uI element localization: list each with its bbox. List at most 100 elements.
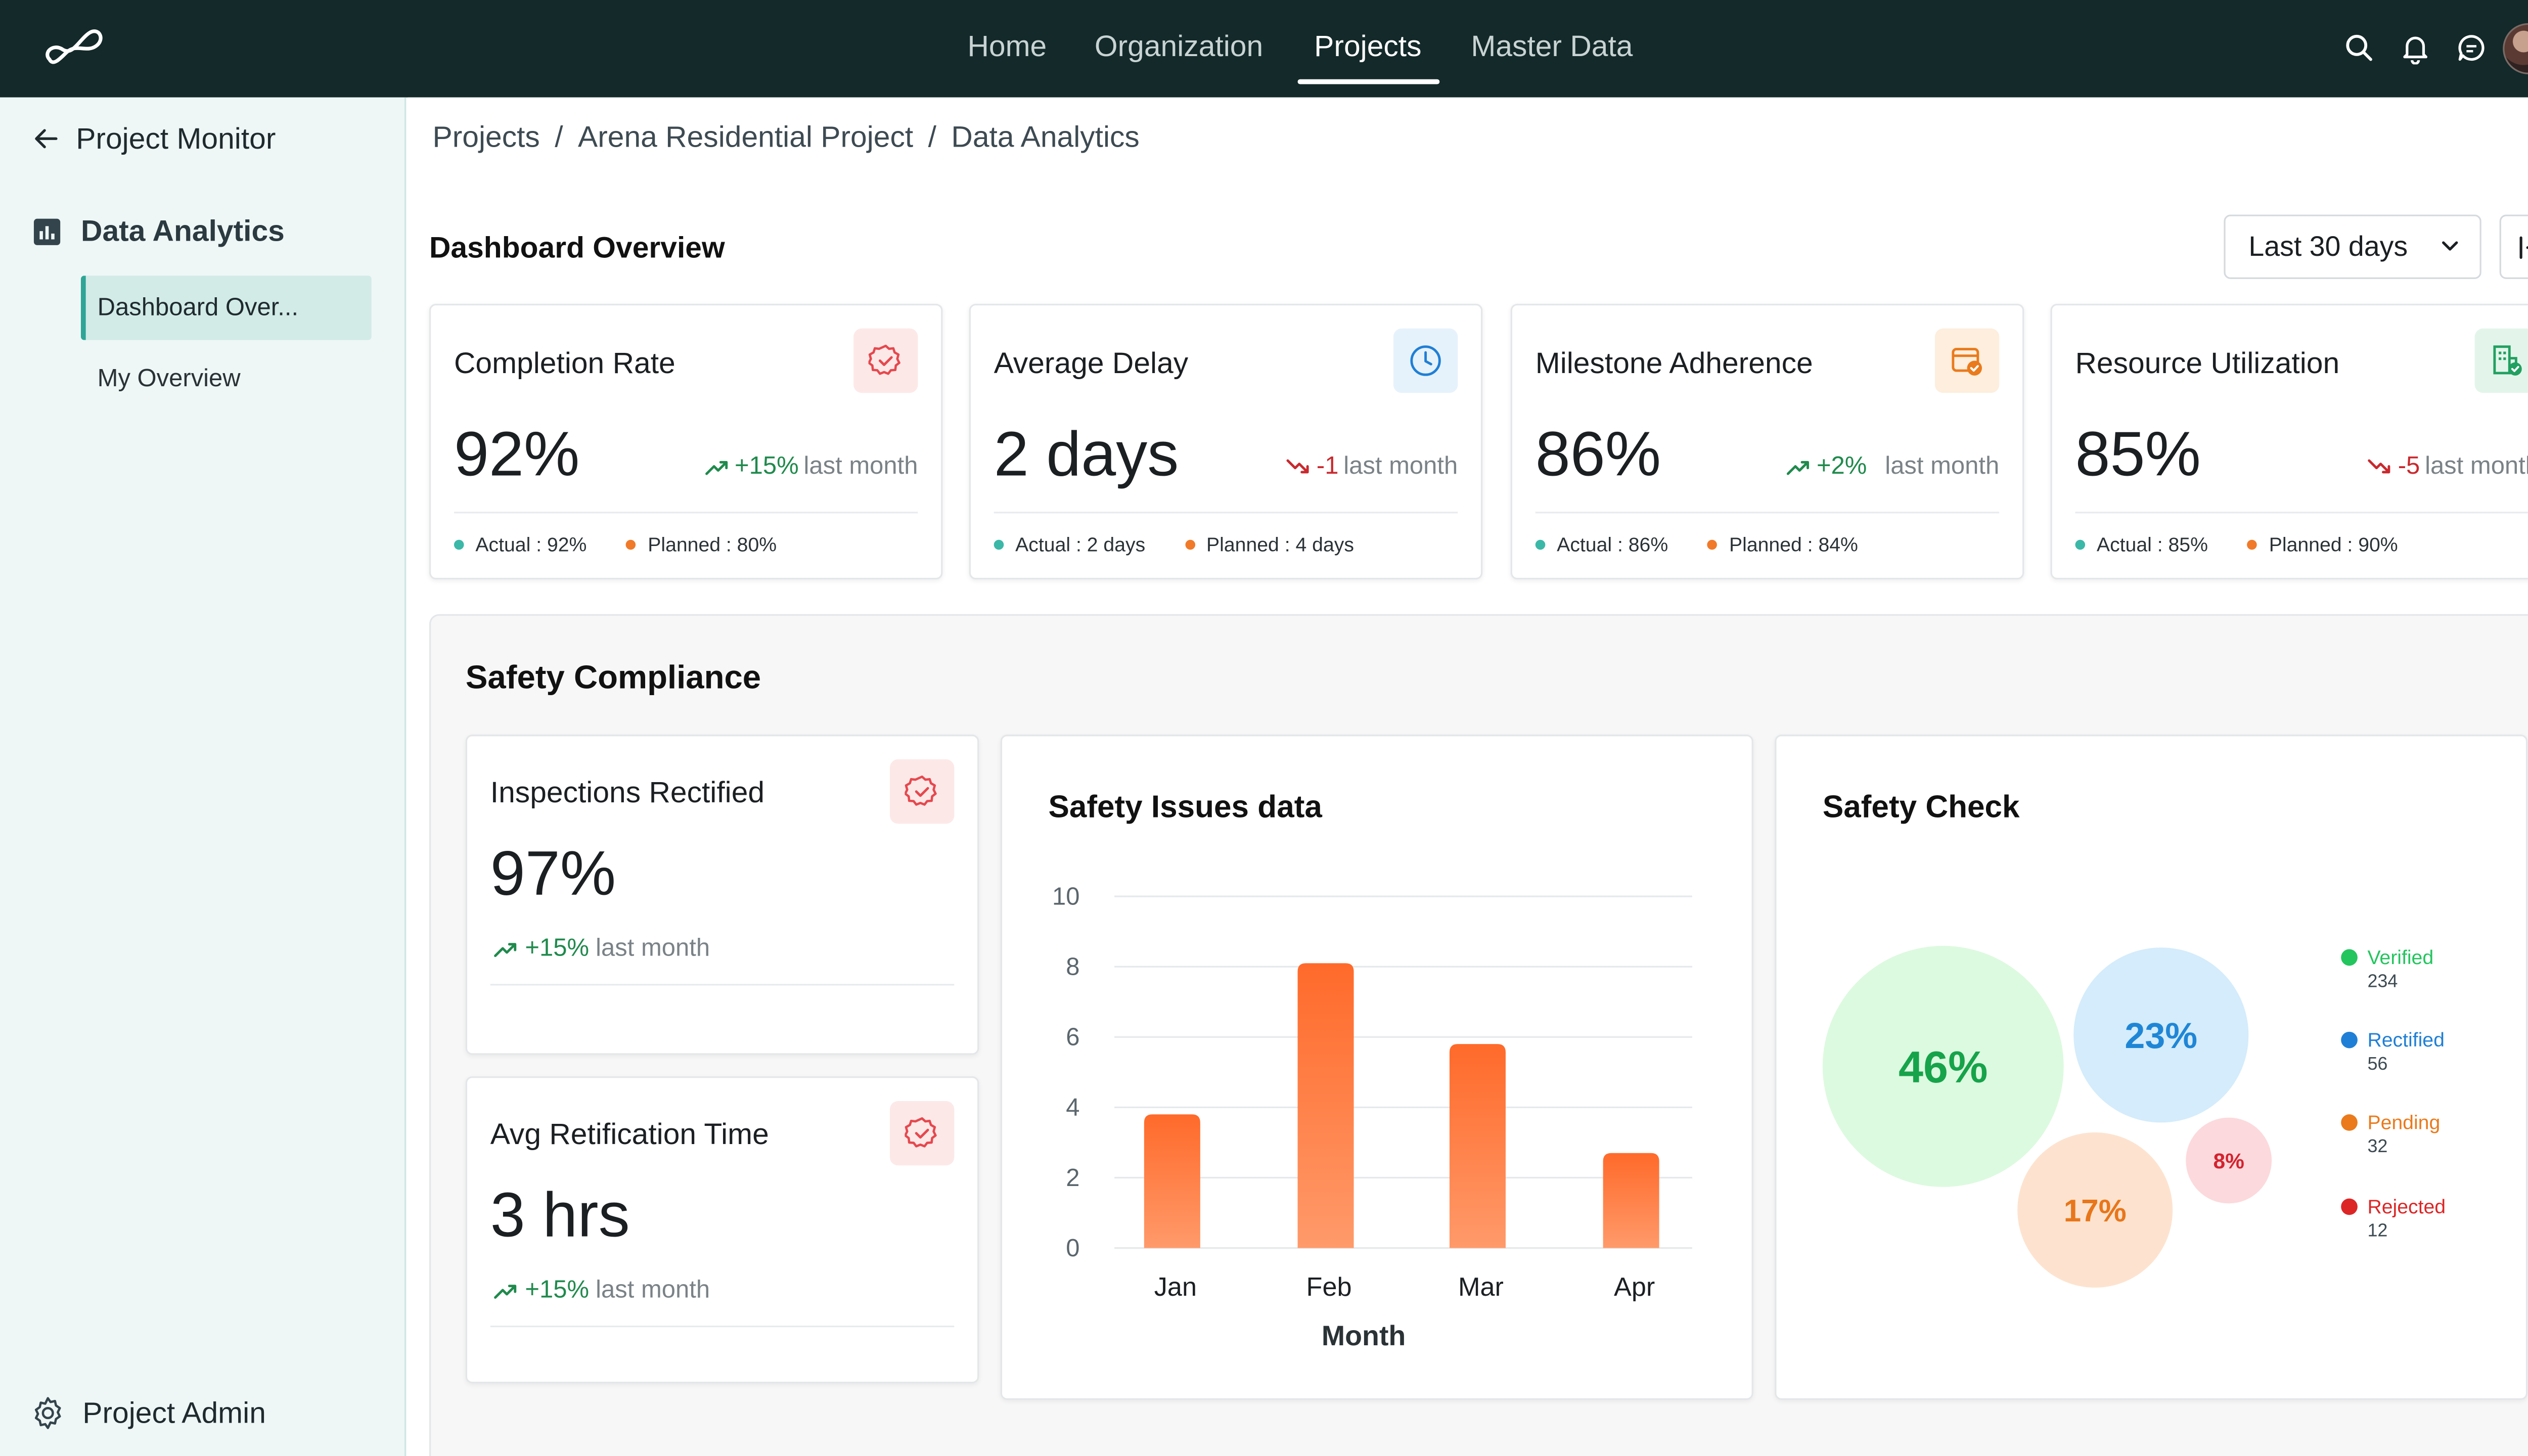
- y-tick-label: 6: [1066, 1024, 1079, 1051]
- nav-active-indicator: [1297, 79, 1440, 84]
- clock-icon: [1393, 328, 1458, 393]
- kpi-trend: -5 last month: [2368, 452, 2528, 481]
- card-value: 97%: [490, 840, 616, 910]
- bar-apr[interactable]: [1603, 1153, 1659, 1248]
- bubble-pending[interactable]: [2017, 1132, 2173, 1288]
- safety-check-bubble-chart: 46% 23% 17% 8%: [1822, 946, 2272, 1288]
- legend-rejected: Rejected 12: [2341, 1195, 2446, 1242]
- back-to-project-monitor[interactable]: Project Monitor: [33, 120, 276, 157]
- bar-chart-icon: [33, 218, 61, 245]
- actual-legend: Actual : 85%: [2075, 533, 2208, 556]
- arrow-left-icon: [35, 129, 58, 149]
- trend-up-icon: [494, 1284, 517, 1298]
- bubble-rejected[interactable]: [2186, 1117, 2272, 1204]
- legend-verified: Verified 234: [2341, 946, 2433, 992]
- card-title: Inspections Rectified: [490, 776, 765, 809]
- legend-dot: [2341, 948, 2358, 966]
- legend-pending: Pending 32: [2341, 1111, 2440, 1157]
- planned-legend: Planned : 84%: [1707, 533, 1858, 556]
- breadcrumb-projects[interactable]: Projects: [432, 120, 540, 154]
- kpi-title: Resource Utilization: [2075, 346, 2340, 380]
- breadcrumb-separator: /: [928, 120, 936, 154]
- legend-label: Rectified: [2341, 1028, 2445, 1052]
- divider: [1535, 512, 2000, 514]
- bubble-label: 46%: [1899, 1042, 1988, 1092]
- building-check-icon: [2474, 328, 2528, 393]
- kpi-trend: +15% last month: [705, 452, 918, 481]
- breadcrumb-project[interactable]: Arena Residential Project: [578, 120, 914, 154]
- bar-jan[interactable]: [1144, 1114, 1200, 1248]
- bell-icon[interactable]: [2399, 31, 2431, 65]
- legend-rectified: Rectified 56: [2341, 1028, 2445, 1075]
- badge-check-icon: [889, 759, 955, 824]
- chat-icon[interactable]: [2455, 31, 2488, 64]
- bar-mar[interactable]: [1449, 1044, 1506, 1248]
- badge-check-icon: [889, 1101, 955, 1166]
- nav-master-data[interactable]: Master Data: [1471, 29, 1633, 63]
- main-nav: Home Organization Projects Master Data: [0, 0, 2528, 98]
- actual-legend: Actual : 86%: [1535, 533, 1668, 556]
- legend-dot: [2341, 1114, 2358, 1131]
- trend-value: +15%: [735, 452, 799, 481]
- nav-home[interactable]: Home: [967, 29, 1047, 63]
- bubble-label: 23%: [2125, 1016, 2197, 1056]
- card-value: 3 hrs: [490, 1181, 630, 1252]
- trend-value: -1: [1316, 452, 1339, 481]
- chart-title: Safety Check: [1822, 791, 2020, 826]
- logo-icon[interactable]: [39, 23, 106, 73]
- trend-value: +15%: [525, 934, 590, 963]
- legend-label: Pending: [2341, 1111, 2440, 1134]
- breadcrumb-current: Data Analytics: [951, 120, 1140, 154]
- kpi-trend: +2% last month: [1787, 452, 1999, 480]
- actual-legend: Actual : 2 days: [994, 533, 1145, 556]
- y-tick-label: 8: [1066, 953, 1079, 980]
- trend-value: -5: [2398, 452, 2420, 481]
- nav-organization[interactable]: Organization: [1094, 29, 1263, 63]
- bar-feb[interactable]: [1297, 963, 1354, 1248]
- search-icon[interactable]: [2342, 31, 2375, 64]
- nav-projects[interactable]: Projects: [1314, 29, 1422, 63]
- x-tick-label: Mar: [1458, 1272, 1504, 1302]
- x-tick-label: Jan: [1154, 1272, 1197, 1302]
- bubble-verified[interactable]: [1822, 946, 2064, 1187]
- sidebar-section-data-analytics[interactable]: Data Analytics: [33, 213, 285, 249]
- trend-up-icon: [1787, 460, 1810, 474]
- page-title: Dashboard Overview: [429, 231, 725, 264]
- date-range-select[interactable]: Last 30 days: [2224, 214, 2481, 279]
- date-range-value: Last 30 days: [2248, 231, 2408, 263]
- legend-count: 234: [2367, 972, 2398, 992]
- expand-panel-button[interactable]: [2499, 214, 2528, 279]
- x-tick-label: Feb: [1306, 1272, 1352, 1302]
- kpi-legend: Actual : 2 days Planned : 4 days: [994, 533, 1354, 556]
- bubble-rectified[interactable]: [2073, 947, 2249, 1123]
- gear-icon: [34, 1397, 61, 1429]
- kpi-legend: Actual : 92% Planned : 80%: [454, 533, 777, 556]
- kpi-title: Completion Rate: [454, 346, 675, 380]
- project-admin-label: Project Admin: [82, 1395, 266, 1429]
- sidebar: Project Monitor Data Analytics Dashboard…: [0, 97, 407, 1456]
- sidebar-section-label: Data Analytics: [80, 213, 285, 247]
- kpi-title: Milestone Adherence: [1535, 346, 1813, 380]
- divider: [2075, 512, 2528, 514]
- kpi-legend: Actual : 86% Planned : 84%: [1535, 533, 1858, 556]
- trend-up-icon: [705, 460, 728, 474]
- legend-label: Rejected: [2341, 1195, 2446, 1218]
- planned-legend: Planned : 80%: [626, 533, 777, 556]
- trend-down-icon: [2368, 458, 2391, 473]
- y-tick-label: 10: [1052, 883, 1079, 910]
- back-label: Project Monitor: [76, 121, 276, 155]
- divider: [454, 512, 918, 514]
- divider: [490, 1326, 955, 1328]
- legend-count: 32: [2367, 1137, 2388, 1157]
- trend-suffix: last month: [596, 1276, 710, 1304]
- legend-label: Verified: [2341, 946, 2433, 969]
- kpi-card-completion-rate: Completion Rate 92% +15% last month Actu…: [429, 303, 943, 580]
- kpi-card-milestone-adherence: Milestone Adherence 86% +2% last month A…: [1510, 303, 2024, 580]
- trend-suffix: last month: [2425, 452, 2528, 481]
- sidebar-item-my-overview[interactable]: My Overview: [97, 365, 241, 393]
- trend-suffix: last month: [1343, 452, 1458, 481]
- kpi-title: Average Delay: [994, 346, 1189, 380]
- sidebar-project-admin[interactable]: Project Admin: [30, 1395, 266, 1431]
- top-navbar: Home Organization Projects Master Data: [0, 0, 2528, 98]
- sidebar-item-dashboard-overview[interactable]: Dashboard Over...: [80, 276, 372, 340]
